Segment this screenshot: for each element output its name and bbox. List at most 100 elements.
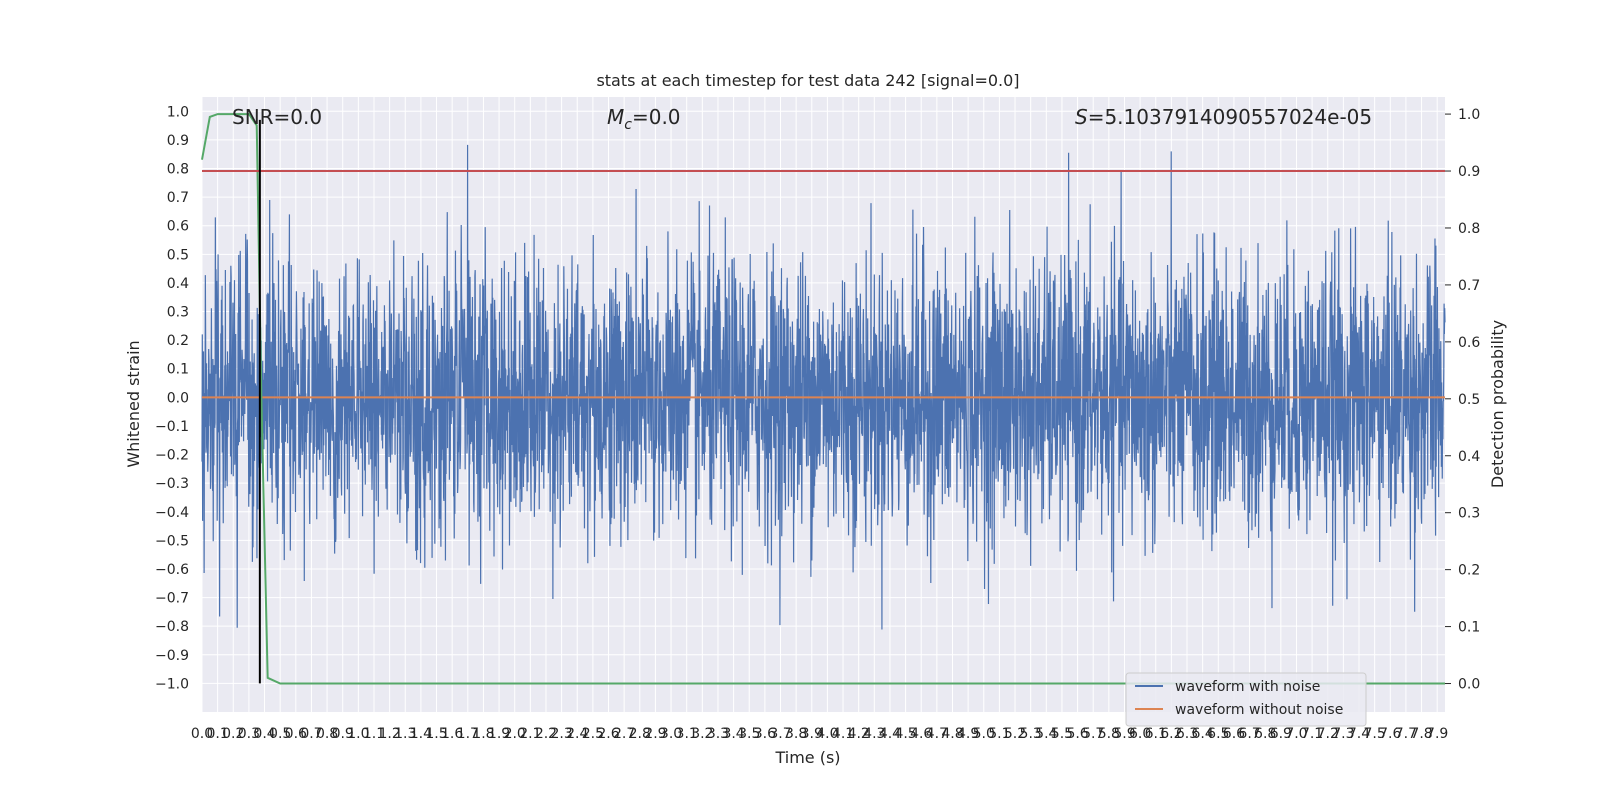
chirp-mass-value: =0.0	[632, 105, 681, 129]
right-y-tick-label: 1.0	[1458, 107, 1480, 123]
x-axis-ticks: 0.00.10.20.30.40.50.60.70.80.91.01.11.21…	[191, 726, 1448, 742]
x-tick-label: 1.5	[425, 726, 447, 742]
x-tick-label: 7.1	[1301, 726, 1323, 742]
x-tick-label: 3.7	[769, 726, 791, 742]
x-tick-label: 2.4	[566, 726, 588, 742]
x-tick-label: 5.6	[1066, 726, 1088, 742]
x-tick-label: 5.3	[1020, 726, 1042, 742]
x-tick-label: 7.5	[1364, 726, 1386, 742]
x-tick-label: 7.3	[1332, 726, 1354, 742]
x-tick-label: 2.3	[550, 726, 572, 742]
legend-label-noise: waveform with noise	[1175, 679, 1320, 695]
left-y-tick-label: −0.7	[155, 591, 189, 607]
chart-title: stats at each timestep for test data 242…	[596, 71, 1019, 90]
x-tick-label: 5.8	[1098, 726, 1120, 742]
x-tick-label: 0.3	[238, 726, 260, 742]
left-y-tick-label: 0.9	[167, 133, 189, 149]
x-tick-label: 3.9	[801, 726, 823, 742]
x-tick-label: 3.8	[785, 726, 807, 742]
left-y-tick-label: −0.4	[155, 505, 189, 521]
right-y-tick-label: 0.7	[1458, 278, 1480, 294]
x-tick-label: 3.4	[722, 726, 744, 742]
x-tick-label: 1.4	[410, 726, 432, 742]
x-tick-label: 4.6	[910, 726, 932, 742]
x-tick-label: 0.4	[253, 726, 275, 742]
x-tick-label: 2.5	[582, 726, 604, 742]
x-tick-label: 6.7	[1238, 726, 1260, 742]
x-tick-label: 4.2	[848, 726, 870, 742]
x-tick-label: 5.1	[988, 726, 1010, 742]
x-tick-label: 0.5	[269, 726, 291, 742]
x-tick-label: 1.1	[363, 726, 385, 742]
x-tick-label: 3.6	[754, 726, 776, 742]
left-y-tick-label: 0.7	[167, 190, 189, 206]
x-tick-label: 4.4	[879, 726, 901, 742]
x-tick-label: 0.2	[222, 726, 244, 742]
x-tick-label: 2.9	[644, 726, 666, 742]
right-y-tick-label: 0.8	[1458, 221, 1480, 237]
x-tick-label: 0.6	[285, 726, 307, 742]
x-tick-label: 2.0	[504, 726, 526, 742]
right-y-tick-label: 0.5	[1458, 392, 1480, 408]
x-tick-label: 5.5	[1051, 726, 1073, 742]
legend-label-clean: waveform without noise	[1175, 702, 1343, 718]
x-tick-label: 7.0	[1285, 726, 1307, 742]
x-tick-label: 1.6	[441, 726, 463, 742]
x-tick-label: 3.5	[738, 726, 760, 742]
x-tick-label: 3.1	[676, 726, 698, 742]
x-tick-label: 5.9	[1113, 726, 1135, 742]
x-tick-label: 1.7	[457, 726, 479, 742]
left-y-tick-label: −0.5	[155, 533, 189, 549]
legend: waveform with noise waveform without noi…	[1125, 672, 1367, 727]
snr-annotation: SNR=0.0	[232, 105, 322, 129]
x-tick-label: 0.0	[191, 726, 213, 742]
left-y-tick-label: −0.2	[155, 448, 189, 464]
x-tick-label: 5.0	[973, 726, 995, 742]
left-y-tick-label: −0.3	[155, 476, 189, 492]
left-y-tick-label: 0.5	[167, 247, 189, 263]
right-y-tick-label: 0.9	[1458, 164, 1480, 180]
x-tick-label: 6.3	[1176, 726, 1198, 742]
x-tick-label: 7.7	[1395, 726, 1417, 742]
x-tick-label: 6.4	[1192, 726, 1214, 742]
right-y-axis-ticks: 0.0 0.1 0.2 0.3 0.4 0.5 0.6 0.7 0.8 0.9 1.0	[1445, 107, 1480, 693]
x-tick-label: 0.7	[300, 726, 322, 742]
legend-box	[1125, 672, 1367, 727]
left-y-axis-label: Whitened strain	[124, 340, 143, 467]
left-y-tick-label: 0.8	[167, 162, 189, 178]
x-tick-label: 2.6	[597, 726, 619, 742]
chirp-mass-subscript: c	[624, 117, 632, 133]
x-tick-label: 5.4	[1035, 726, 1057, 742]
x-tick-label: 3.3	[707, 726, 729, 742]
right-y-tick-label: 0.0	[1458, 677, 1480, 693]
left-y-tick-label: 0.6	[167, 219, 189, 235]
left-y-tick-label: 0.3	[167, 305, 189, 321]
left-y-tick-label: −0.8	[155, 619, 189, 635]
right-y-tick-label: 0.3	[1458, 506, 1480, 522]
right-y-axis-label: Detection probability	[1488, 320, 1507, 488]
x-tick-label: 3.0	[660, 726, 682, 742]
left-y-tick-label: −0.9	[155, 648, 189, 664]
left-y-tick-label: 0.1	[167, 362, 189, 378]
x-tick-label: 1.0	[347, 726, 369, 742]
x-axis-label: Time (s)	[774, 748, 840, 767]
x-tick-label: 2.8	[629, 726, 651, 742]
left-y-tick-label: 0.2	[167, 333, 189, 349]
left-y-tick-label: 0.0	[167, 390, 189, 406]
x-tick-label: 0.9	[332, 726, 354, 742]
x-tick-label: 0.8	[316, 726, 338, 742]
s-symbol: S	[1075, 105, 1088, 129]
x-tick-label: 4.1	[832, 726, 854, 742]
left-y-tick-label: −0.1	[155, 419, 189, 435]
x-tick-label: 3.2	[691, 726, 713, 742]
x-tick-label: 1.2	[378, 726, 400, 742]
x-tick-label: 6.2	[1160, 726, 1182, 742]
x-tick-label: 7.2	[1317, 726, 1339, 742]
x-tick-label: 5.2	[1004, 726, 1026, 742]
x-tick-label: 6.9	[1270, 726, 1292, 742]
x-tick-label: 4.5	[894, 726, 916, 742]
x-tick-label: 6.0	[1129, 726, 1151, 742]
x-tick-label: 1.3	[394, 726, 416, 742]
series-detection-probability	[201, 113, 1445, 685]
